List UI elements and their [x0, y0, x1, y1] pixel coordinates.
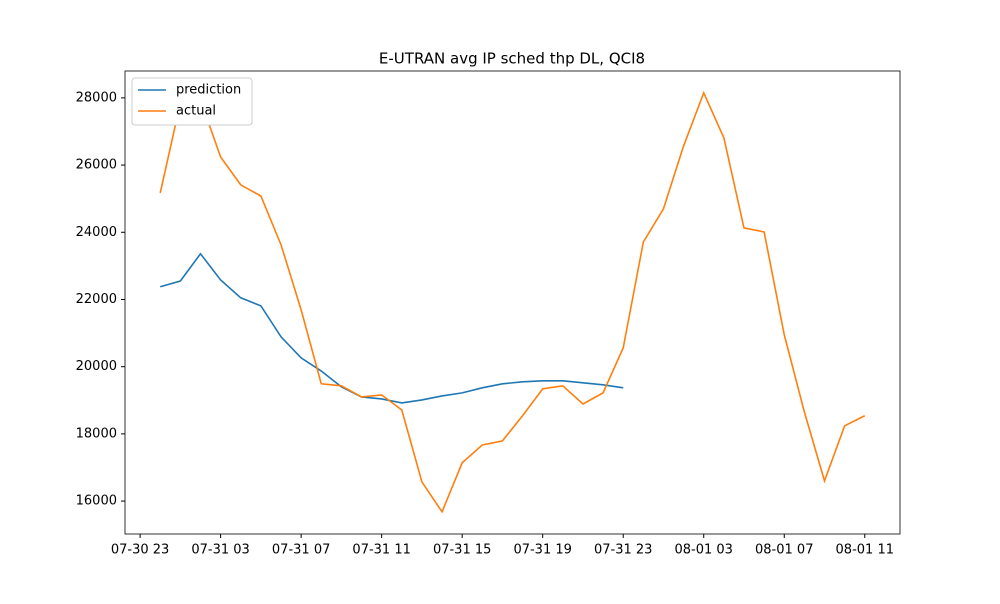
- x-tick-label: 07-31 19: [513, 543, 571, 558]
- line: [160, 252, 624, 404]
- plot-frame: [124, 70, 901, 535]
- y-tick-label: 20000: [76, 359, 117, 374]
- y-tick-label: 18000: [76, 426, 117, 441]
- x-tick-label: 08-01 11: [836, 543, 894, 558]
- y-tick-label: 22000: [76, 292, 117, 307]
- x-tick-label: 08-01 07: [755, 543, 813, 558]
- x-tick-label: 07-30 23: [111, 543, 169, 558]
- line: [159, 90, 866, 514]
- x-tick-label: 07-31 23: [594, 543, 652, 558]
- y-tick-label: 16000: [76, 494, 117, 509]
- x-tick-label: 07-31 07: [272, 543, 330, 558]
- legend-label: prediction: [176, 83, 241, 98]
- x-tick-label: 07-31 03: [191, 543, 249, 558]
- x-tick-label: 07-31 11: [352, 543, 410, 558]
- chart-title: E-UTRAN avg IP sched thp DL, QCI8: [379, 50, 645, 68]
- y-tick-label: 24000: [76, 225, 117, 240]
- legend-label: actual: [176, 104, 216, 119]
- y-tick-label: 28000: [76, 90, 117, 105]
- y-tick-label: 26000: [76, 158, 117, 173]
- x-tick-label: 08-01 03: [675, 543, 733, 558]
- x-tick-label: 07-31 15: [433, 543, 491, 558]
